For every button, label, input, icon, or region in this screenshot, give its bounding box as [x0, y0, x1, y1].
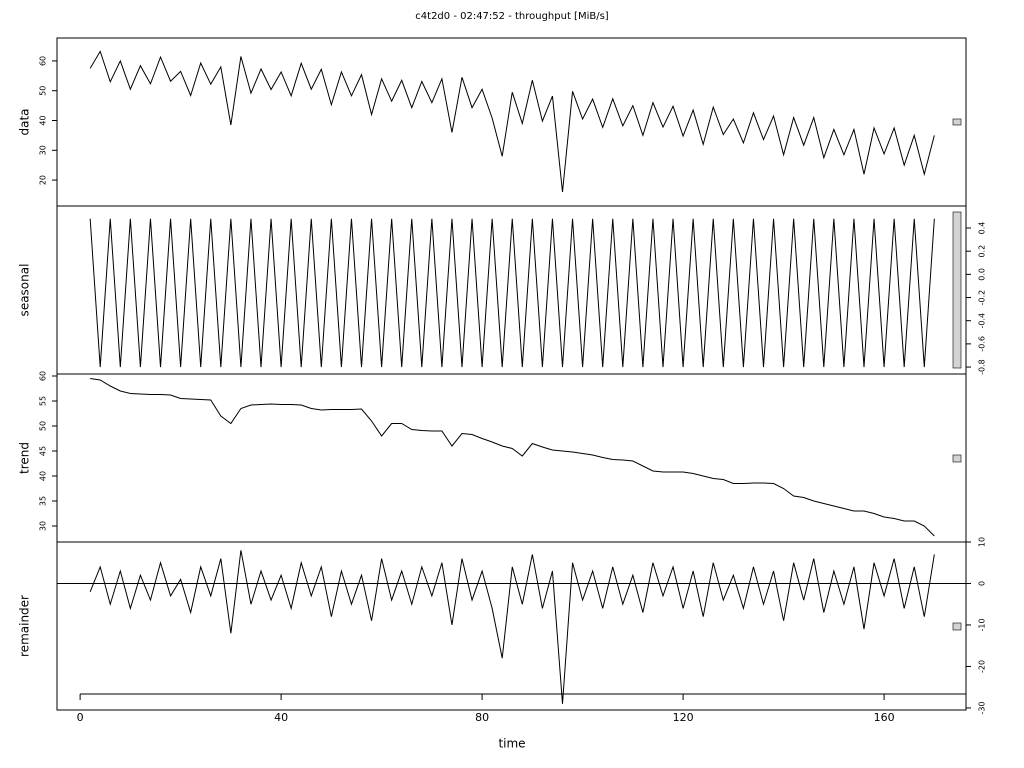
y-tick-label: 45: [39, 446, 48, 456]
range-bar: [952, 211, 962, 369]
y-tick-label: 30: [39, 521, 48, 531]
x-tick-label: 40: [274, 711, 288, 724]
y-axis-label: remainder: [18, 595, 32, 657]
y-tick-label: 50: [39, 421, 48, 431]
y-axis-label: data: [18, 108, 32, 135]
chart-title: c4t2d0 - 02:47:52 - throughput [MiB/s]: [415, 11, 609, 22]
y-tick-label: -0.2: [978, 290, 987, 306]
y-tick-label: 40: [39, 471, 48, 481]
data-line: [89, 218, 935, 368]
x-tick-label: 120: [673, 711, 694, 724]
range-bar: [952, 118, 962, 126]
y-tick-label: 60: [39, 371, 48, 381]
y-tick-label: -0.6: [978, 336, 987, 352]
y-axis-label: trend: [18, 442, 32, 474]
y-tick-label: -30: [978, 701, 987, 714]
x-tick-label: 160: [874, 711, 895, 724]
x-tick-label: 0: [77, 711, 84, 724]
y-tick-label: 20: [39, 175, 48, 185]
x-axis-label: time: [498, 737, 525, 751]
data-line: [89, 50, 935, 193]
range-bar: [952, 454, 962, 463]
y-tick-label: 60: [39, 56, 48, 66]
y-tick-label: 30: [39, 145, 48, 155]
data-line: [90, 378, 935, 537]
y-tick-label: 0.2: [978, 245, 987, 258]
y-tick-label: 50: [39, 86, 48, 96]
x-tick-label: 80: [475, 711, 489, 724]
y-tick-label: -10: [978, 618, 987, 631]
y-tick-label: 55: [39, 396, 48, 406]
y-tick-label: -0.8: [978, 359, 987, 375]
y-tick-label: 0: [978, 581, 987, 586]
panel-frame: [56, 541, 967, 711]
range-bar: [952, 622, 962, 631]
y-tick-label: -20: [978, 660, 987, 673]
y-tick-label: -0.4: [978, 313, 987, 329]
data-line: [89, 550, 935, 704]
y-tick-label: 40: [39, 115, 48, 125]
y-tick-label: 0.4: [978, 222, 987, 235]
y-tick-label: 10: [978, 537, 987, 547]
y-tick-label: 35: [39, 496, 48, 506]
y-axis-label: seasonal: [18, 264, 32, 317]
y-tick-label: 0.0: [978, 268, 987, 281]
